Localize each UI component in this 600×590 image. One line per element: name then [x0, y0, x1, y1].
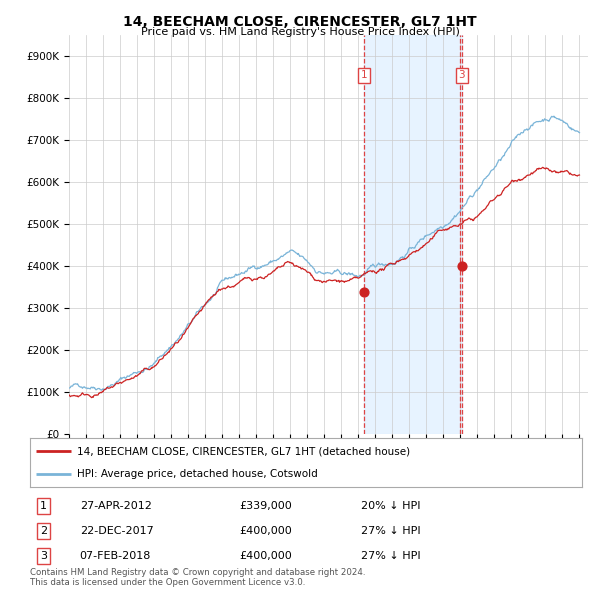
Text: £400,000: £400,000 — [240, 551, 293, 560]
Text: 27-APR-2012: 27-APR-2012 — [80, 502, 152, 511]
Point — [457, 261, 467, 271]
Text: 27% ↓ HPI: 27% ↓ HPI — [361, 526, 421, 536]
Point — [359, 287, 368, 296]
Text: HPI: Average price, detached house, Cotswold: HPI: Average price, detached house, Cots… — [77, 468, 317, 478]
Text: 1: 1 — [40, 502, 47, 511]
Bar — [364, 35, 462, 434]
Text: 14, BEECHAM CLOSE, CIRENCESTER, GL7 1HT: 14, BEECHAM CLOSE, CIRENCESTER, GL7 1HT — [123, 15, 477, 29]
Text: £400,000: £400,000 — [240, 526, 293, 536]
Text: Contains HM Land Registry data © Crown copyright and database right 2024.
This d: Contains HM Land Registry data © Crown c… — [30, 568, 365, 587]
Text: 07-FEB-2018: 07-FEB-2018 — [80, 551, 151, 560]
Text: Price paid vs. HM Land Registry's House Price Index (HPI): Price paid vs. HM Land Registry's House … — [140, 27, 460, 37]
Text: 20% ↓ HPI: 20% ↓ HPI — [361, 502, 421, 511]
Text: 22-DEC-2017: 22-DEC-2017 — [80, 526, 154, 536]
Text: 14, BEECHAM CLOSE, CIRENCESTER, GL7 1HT (detached house): 14, BEECHAM CLOSE, CIRENCESTER, GL7 1HT … — [77, 447, 410, 457]
Text: 3: 3 — [40, 551, 47, 560]
Text: 27% ↓ HPI: 27% ↓ HPI — [361, 551, 421, 560]
Text: 3: 3 — [458, 70, 465, 80]
Text: 1: 1 — [361, 70, 367, 80]
Text: 2: 2 — [40, 526, 47, 536]
Text: £339,000: £339,000 — [240, 502, 293, 511]
